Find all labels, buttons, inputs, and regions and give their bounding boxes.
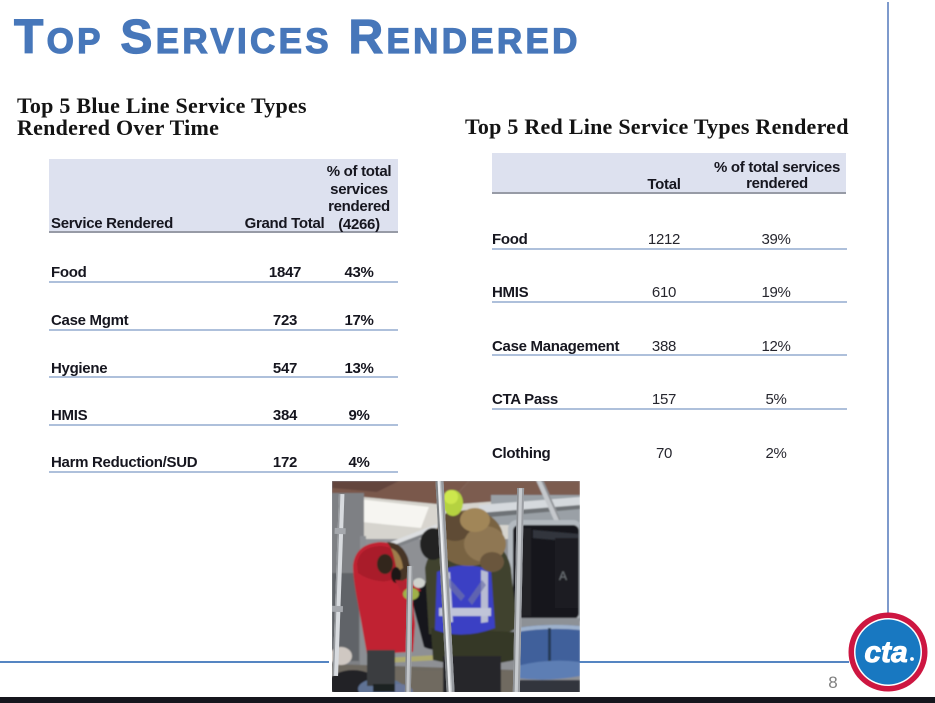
svg-text:A: A	[559, 569, 567, 583]
svg-text:cta: cta	[864, 636, 907, 669]
